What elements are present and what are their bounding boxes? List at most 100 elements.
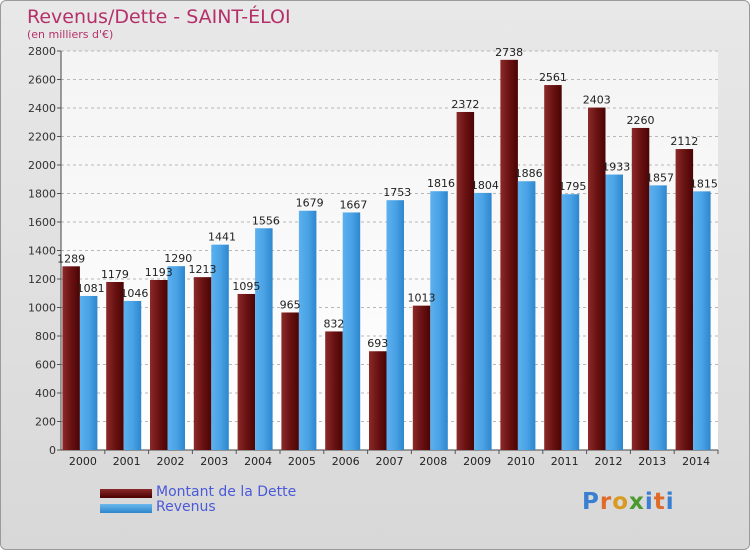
bar-revenue bbox=[605, 174, 623, 451]
data-label-debt: 693 bbox=[367, 337, 388, 350]
logo-letter: t bbox=[653, 489, 666, 515]
x-tick-label: 2011 bbox=[551, 455, 579, 468]
bar-revenue bbox=[342, 212, 361, 450]
y-tick-label: 1600 bbox=[28, 216, 56, 229]
x-tick-label: 2000 bbox=[69, 455, 97, 468]
y-tick-label: 600 bbox=[35, 359, 56, 372]
bar-revenue bbox=[693, 191, 711, 451]
bar-debt bbox=[106, 281, 124, 450]
bar-revenue bbox=[430, 191, 448, 450]
bar-revenue bbox=[123, 300, 142, 450]
data-label-revenue: 1556 bbox=[252, 214, 280, 227]
x-tick-label: 2006 bbox=[332, 455, 360, 468]
x-tick-label: 2002 bbox=[157, 455, 185, 468]
data-label-revenue: 1046 bbox=[120, 287, 148, 300]
x-tick-label: 2007 bbox=[376, 455, 404, 468]
data-label-debt: 1193 bbox=[145, 266, 173, 279]
bar-revenue bbox=[298, 210, 317, 450]
data-label-revenue: 1753 bbox=[383, 186, 411, 199]
data-label-debt: 1095 bbox=[232, 280, 260, 293]
bar-revenue bbox=[386, 200, 404, 450]
logo-letter: r bbox=[599, 489, 613, 515]
y-tick-label: 1000 bbox=[28, 302, 56, 315]
bar-revenue bbox=[255, 228, 273, 450]
logo-letter: i bbox=[644, 489, 654, 515]
bar-debt bbox=[62, 266, 80, 450]
legend-label-revenue: Revenus bbox=[156, 499, 216, 515]
x-tick-label: 2004 bbox=[244, 455, 272, 468]
y-tick-label: 2600 bbox=[28, 74, 56, 87]
bar-debt bbox=[150, 279, 168, 450]
bar-debt bbox=[237, 293, 256, 450]
data-label-revenue: 1795 bbox=[558, 180, 586, 193]
y-tick-label: 2200 bbox=[28, 131, 56, 144]
chart-subtitle: (en milliers d'€) bbox=[27, 28, 114, 41]
y-tick-label: 2800 bbox=[28, 45, 56, 58]
data-label-debt: 2403 bbox=[583, 94, 611, 107]
data-label-debt: 1213 bbox=[189, 263, 217, 276]
bar-debt bbox=[456, 111, 475, 451]
x-tick-label: 2012 bbox=[595, 455, 623, 468]
data-label-revenue: 1679 bbox=[296, 197, 324, 210]
bar-debt bbox=[675, 149, 694, 451]
x-tick-label: 2005 bbox=[288, 455, 316, 468]
logo-letter: o bbox=[612, 489, 630, 515]
data-label-debt: 2372 bbox=[451, 98, 479, 111]
data-label-revenue: 1667 bbox=[339, 198, 367, 211]
data-label-revenue: 1081 bbox=[77, 282, 105, 295]
data-label-revenue: 1290 bbox=[164, 252, 192, 265]
data-label-debt: 2561 bbox=[539, 71, 567, 84]
bar-debt bbox=[588, 107, 606, 450]
data-label-debt: 2260 bbox=[627, 114, 655, 127]
bar-revenue bbox=[474, 192, 492, 450]
x-tick-label: 2009 bbox=[463, 455, 491, 468]
bar-revenue bbox=[649, 185, 667, 450]
bar-revenue bbox=[167, 266, 185, 450]
bar-revenue bbox=[79, 295, 98, 450]
bar-debt bbox=[369, 351, 387, 450]
y-tick-label: 1400 bbox=[28, 245, 56, 258]
data-label-debt: 965 bbox=[280, 298, 301, 311]
y-tick-label: 2400 bbox=[28, 102, 56, 115]
data-label-debt: 832 bbox=[323, 317, 344, 330]
bar-debt bbox=[281, 312, 299, 450]
y-tick-label: 0 bbox=[49, 444, 56, 457]
y-tick-label: 800 bbox=[35, 330, 56, 343]
data-label-debt: 2112 bbox=[670, 135, 698, 148]
data-label-revenue: 1804 bbox=[471, 179, 499, 192]
y-tick-label: 400 bbox=[35, 387, 56, 400]
logo-letter: P bbox=[582, 489, 600, 515]
legend-swatch-revenue bbox=[100, 504, 152, 513]
y-tick-label: 1800 bbox=[28, 188, 56, 201]
bar-debt bbox=[325, 331, 343, 450]
bar-revenue bbox=[561, 194, 580, 450]
bar-debt bbox=[412, 305, 431, 450]
y-tick-label: 2000 bbox=[28, 159, 56, 172]
data-label-revenue: 1815 bbox=[690, 177, 718, 190]
data-label-revenue: 1441 bbox=[208, 231, 236, 244]
legend-label-debt: Montant de la Dette bbox=[156, 484, 297, 500]
data-label-debt: 2738 bbox=[495, 46, 523, 59]
logo-letter: i bbox=[665, 489, 675, 515]
x-tick-label: 2001 bbox=[113, 455, 141, 468]
logo-letter: x bbox=[629, 489, 645, 515]
x-tick-label: 2013 bbox=[638, 455, 666, 468]
data-label-debt: 1289 bbox=[57, 252, 85, 265]
y-tick-label: 1200 bbox=[28, 273, 56, 286]
proxiti-logo: Proxiti bbox=[582, 489, 675, 515]
bar-debt bbox=[193, 277, 212, 450]
y-tick-label: 200 bbox=[35, 416, 56, 429]
chart-title: Revenus/Dette - SAINT-ÉLOI bbox=[27, 6, 291, 28]
x-tick-label: 2008 bbox=[419, 455, 447, 468]
legend-swatch-debt bbox=[100, 489, 152, 498]
x-tick-label: 2003 bbox=[200, 455, 228, 468]
data-label-debt: 1013 bbox=[408, 292, 436, 305]
x-tick-label: 2014 bbox=[682, 455, 710, 468]
bar-debt bbox=[500, 59, 518, 451]
data-label-revenue: 1816 bbox=[427, 177, 455, 190]
data-label-revenue: 1933 bbox=[602, 161, 630, 174]
bar-debt bbox=[631, 127, 650, 450]
bar-revenue bbox=[211, 244, 229, 450]
data-label-debt: 1179 bbox=[101, 268, 129, 281]
